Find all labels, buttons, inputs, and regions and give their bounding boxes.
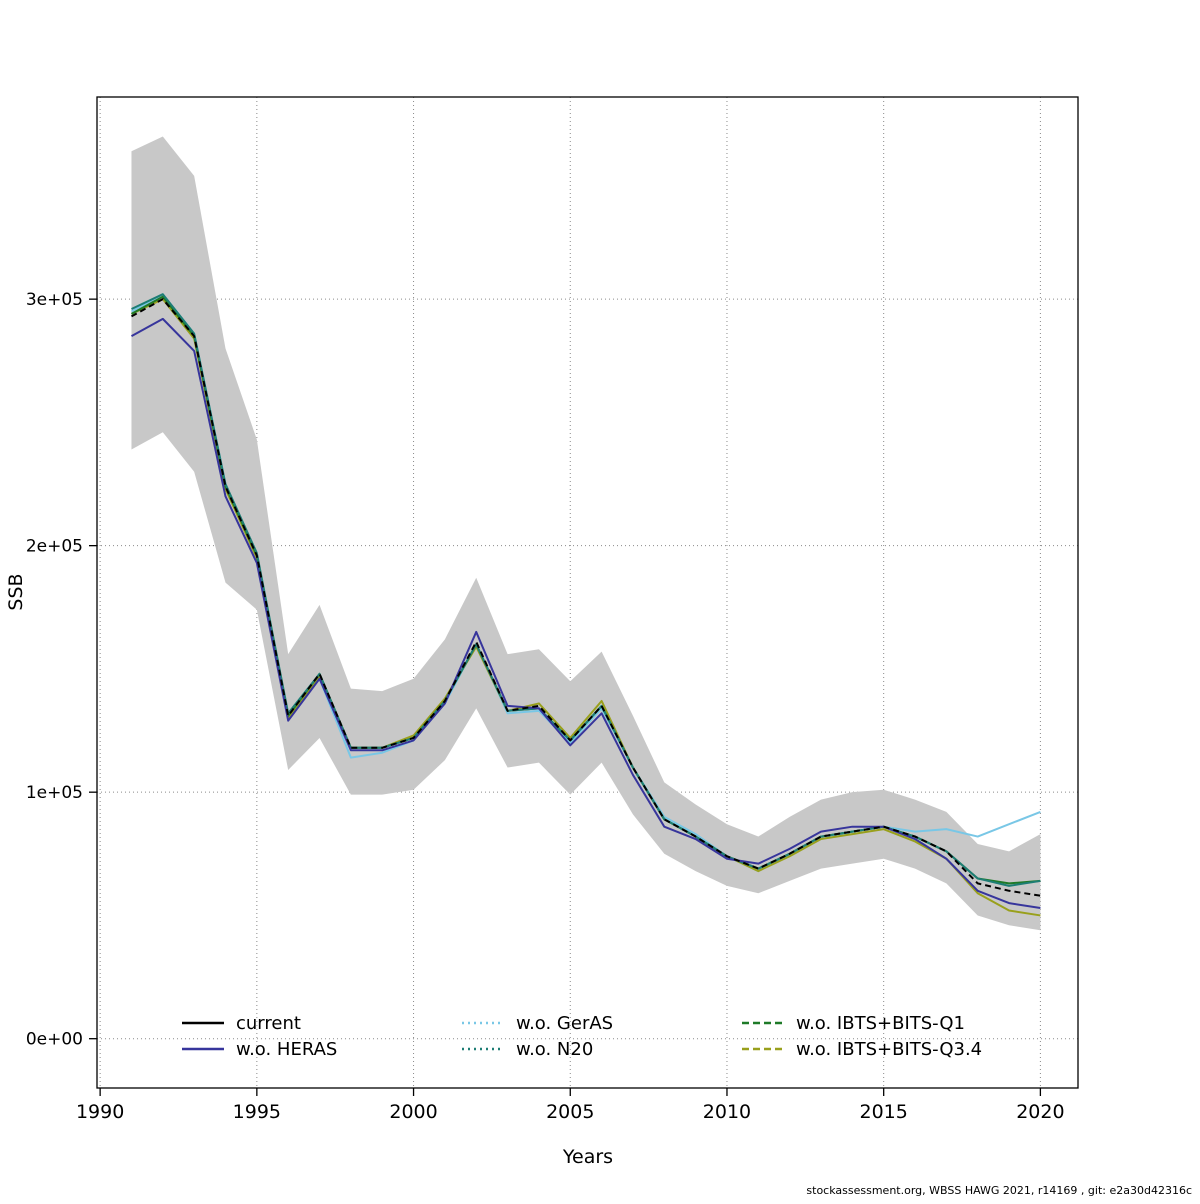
- confidence-band: [131, 136, 1041, 931]
- legend-label: w.o. IBTS+BITS-Q1: [796, 1013, 965, 1034]
- x-tick-label: 1995: [233, 1101, 281, 1123]
- axis-ticks: 1990 1995 2000 2005 2010 2015 2020 0e+00 1e+05 2e…: [26, 290, 1065, 1123]
- x-axis-label: Years: [562, 1146, 613, 1168]
- plot-border: [96, 96, 1079, 1089]
- y-tick-label: 1e+05: [26, 783, 83, 803]
- x-tick-label: 2020: [1016, 1101, 1064, 1123]
- y-tick-label: 2e+05: [26, 537, 83, 557]
- x-tick-label: 2000: [389, 1101, 437, 1123]
- y-tick-label: 0e+00: [26, 1030, 83, 1050]
- legend-item: w.o. HERAS: [182, 1039, 337, 1060]
- legend-item: w.o. N20: [462, 1039, 593, 1060]
- x-tick-label: 1990: [76, 1101, 124, 1123]
- legend-item: w.o. IBTS+BITS-Q3.4: [742, 1039, 982, 1060]
- x-tick-label: 2010: [703, 1101, 751, 1123]
- series-layer: [130, 293, 1041, 917]
- legend-label: w.o. N20: [516, 1039, 593, 1060]
- legend-label: w.o. GerAS: [516, 1013, 613, 1034]
- y-tick-label: 3e+05: [26, 290, 83, 310]
- legend-item: current: [182, 1013, 301, 1034]
- legend-label: w.o. IBTS+BITS-Q3.4: [796, 1039, 982, 1060]
- y-axis-label: SSB: [5, 573, 27, 610]
- confidence-band-layer: [131, 136, 1041, 931]
- legend-item: w.o. GerAS: [462, 1013, 613, 1034]
- series-current: [130, 298, 1041, 897]
- x-tick-label: 2015: [860, 1101, 908, 1123]
- legend-label: w.o. HERAS: [236, 1039, 337, 1060]
- legend: current w.o. HERAS w.o. GerAS w.o. N20 w.o. …: [182, 1013, 982, 1060]
- legend-label: current: [236, 1013, 301, 1034]
- x-tick-label: 2005: [546, 1101, 594, 1123]
- legend-item: w.o. IBTS+BITS-Q1: [742, 1013, 965, 1034]
- footer-credit: stockassessment.org, WBSS HAWG 2021, r14…: [806, 1184, 1192, 1197]
